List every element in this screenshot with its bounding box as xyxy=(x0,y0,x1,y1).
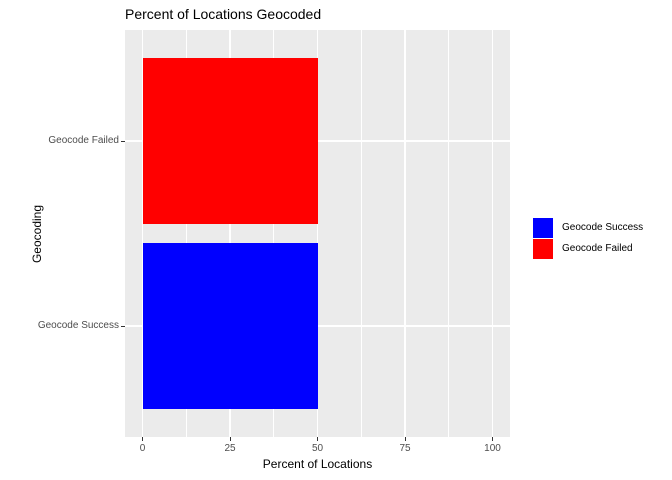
gridline-major-vertical xyxy=(491,30,494,437)
x-axis-tick xyxy=(492,437,493,441)
gridline-major-vertical xyxy=(316,30,319,437)
bar-geocode-success xyxy=(142,242,318,410)
chart-title: Percent of Locations Geocoded xyxy=(125,6,322,22)
x-axis-tick xyxy=(229,437,231,441)
y-axis-tick xyxy=(121,325,125,327)
legend-key-swatch xyxy=(533,238,553,259)
gridline-major-vertical xyxy=(141,30,144,437)
y-tick-label: Geocode Success xyxy=(37,320,119,331)
gridline-minor-vertical xyxy=(185,30,187,437)
gridline-major-horizontal xyxy=(125,325,510,327)
x-tick-label: 0 xyxy=(139,443,146,454)
legend-key-swatch xyxy=(533,217,553,238)
x-axis-title: Percent of Locations xyxy=(262,457,373,471)
gridline-major-horizontal xyxy=(125,140,510,142)
x-tick-label: 50 xyxy=(311,443,324,454)
y-tick-label: Geocode Failed xyxy=(48,135,119,146)
gridline-major-vertical xyxy=(404,30,406,437)
legend-entry: Geocode Failed xyxy=(533,238,643,259)
x-axis-tick xyxy=(317,437,318,441)
x-tick-label: 75 xyxy=(399,443,411,454)
y-axis-tick xyxy=(121,140,125,142)
x-axis-tick xyxy=(142,437,143,441)
legend: Geocode Success Geocode Failed xyxy=(533,217,643,259)
gridline-minor-vertical xyxy=(273,30,275,437)
legend-label: Geocode Success xyxy=(562,222,644,233)
legend-entry: Geocode Success xyxy=(533,217,643,238)
legend-label: Geocode Failed xyxy=(562,243,633,254)
gridline-minor-vertical xyxy=(448,30,450,437)
x-tick-label: 100 xyxy=(484,443,501,454)
gridline-major-vertical xyxy=(229,30,231,437)
x-tick-label: 25 xyxy=(224,443,236,454)
gridline-minor-vertical xyxy=(360,30,362,437)
bar-geocode-failed xyxy=(142,57,318,225)
y-axis-title: Geocoding xyxy=(30,204,45,264)
plot-panel xyxy=(125,30,510,437)
x-axis-tick xyxy=(404,437,406,441)
